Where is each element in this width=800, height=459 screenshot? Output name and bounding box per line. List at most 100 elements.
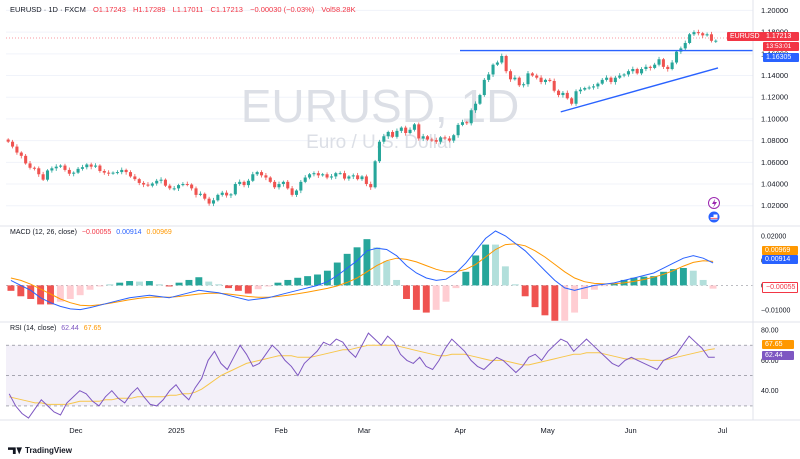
candle-body: [45, 170, 50, 180]
candle-body: [54, 166, 58, 169]
tradingview-icon: [8, 447, 22, 455]
candle-body: [539, 77, 543, 83]
candle-body: [299, 181, 303, 191]
macd-histogram-bar: [333, 262, 341, 286]
trend-line[interactable]: [560, 67, 719, 113]
time-axis[interactable]: Dec 2025 Feb Mar Apr May Jun Jul: [0, 0, 800, 435]
rsi-title[interactable]: RSI (14, close) 62.44 67.65: [10, 325, 101, 332]
candle-body: [50, 168, 54, 171]
macd-histogram-bar: [531, 285, 539, 308]
tradingview-label: TradingView: [25, 446, 72, 455]
time-tick-label: May: [541, 426, 555, 435]
macd-tick-label: 0.02000: [761, 233, 786, 240]
macd-histogram-bar: [76, 285, 84, 296]
candle-body: [399, 127, 403, 131]
macd-histogram-bar: [660, 271, 668, 286]
time-tick-label: Dec: [69, 426, 83, 435]
candle-body: [447, 138, 451, 141]
candle-body: [41, 174, 45, 180]
macd-histogram-bar: [501, 266, 509, 286]
macd-histogram-bar: [304, 276, 312, 286]
open-value: O1.17243: [92, 5, 126, 14]
symbol-header[interactable]: EURUSD · 1D · FXCM O1.17243 H1.17289 L1.…: [10, 5, 361, 14]
candle-body: [120, 169, 124, 173]
macd-histogram-bar: [422, 285, 430, 313]
candle-body: [434, 140, 438, 142]
candle-body: [19, 152, 23, 156]
candle-body: [526, 73, 530, 85]
candle-body: [342, 173, 347, 179]
candle-body: [404, 127, 408, 134]
tradingview-logo[interactable]: TradingView: [8, 446, 72, 455]
time-tick-label: Jul: [718, 426, 728, 435]
candle-body: [159, 179, 163, 181]
trend-lines[interactable]: [460, 49, 753, 113]
candle-body: [286, 181, 290, 189]
macd-histogram-bar: [294, 277, 302, 286]
rsi-pane: 80.00 60.00 40.00: [6, 328, 779, 419]
candle-body: [439, 137, 443, 142]
macd-histogram-bar: [561, 285, 569, 321]
candle-body: [670, 62, 674, 70]
candle-body: [150, 183, 154, 186]
candle-body: [329, 176, 333, 178]
change-value: −0.00030 (−0.03%): [250, 5, 315, 14]
candle-body: [225, 192, 229, 196]
candle-body: [63, 165, 67, 170]
candle-body: [452, 135, 456, 141]
candle-body: [635, 69, 639, 74]
candle-body: [478, 95, 482, 104]
macd-histogram-bar: [155, 284, 163, 286]
symbol-label[interactable]: EURUSD · 1D · FXCM: [10, 5, 86, 14]
candle-body: [683, 42, 687, 49]
candle-body: [220, 192, 224, 195]
candle-body: [552, 80, 556, 91]
candle-body: [543, 79, 547, 83]
candle-body: [137, 179, 141, 183]
price-tick-label: 1.12000: [761, 93, 788, 102]
candle-body: [535, 75, 539, 78]
candle-body: [294, 190, 299, 195]
rsi-ma-line: [9, 344, 715, 405]
macd-badge: 0.00914: [762, 255, 798, 264]
candle-body: [364, 176, 368, 185]
candle-body: [674, 51, 679, 63]
candle-body: [128, 172, 133, 177]
candle-body: [565, 92, 569, 99]
macd-signal-line: [10, 243, 714, 307]
rsi-ma-badge: 67.65: [762, 340, 794, 349]
candle-body: [500, 55, 504, 63]
macd-label: MACD (12, 26, close): [10, 229, 77, 236]
lightning-icon[interactable]: [708, 197, 720, 209]
candle-body: [356, 175, 360, 180]
candle-body: [37, 168, 41, 175]
candle-body: [229, 194, 233, 196]
candle-body: [177, 185, 181, 189]
macd-histogram-bar: [96, 285, 104, 287]
macd-histogram-bar: [47, 285, 54, 305]
macd-signal-value: 0.00969: [146, 229, 172, 236]
macd-histogram-bar: [353, 247, 361, 286]
candle-body: [133, 176, 137, 180]
candle-body: [513, 77, 517, 80]
macd-histogram-bar: [511, 284, 519, 286]
candle-body: [377, 141, 382, 162]
candle-body: [644, 66, 648, 70]
macd-title[interactable]: MACD (12, 26, close) −0.00055 0.00914 0.…: [10, 229, 172, 236]
macd-histogram-bar: [244, 285, 252, 294]
candle-body: [373, 161, 377, 188]
macd-histogram-bar: [225, 285, 232, 289]
candle-body: [107, 172, 111, 174]
candle-body: [290, 188, 294, 195]
flag-icon[interactable]: [708, 211, 720, 223]
candle-body: [460, 122, 464, 125]
macd-hist-badge: −0.00055: [762, 282, 798, 293]
candle-body: [596, 83, 600, 87]
macd-histogram-bar: [670, 269, 677, 286]
candle-body: [233, 184, 237, 195]
candle-body: [548, 79, 552, 81]
candle-body: [321, 174, 325, 176]
macd-histogram-bar: [274, 282, 282, 286]
